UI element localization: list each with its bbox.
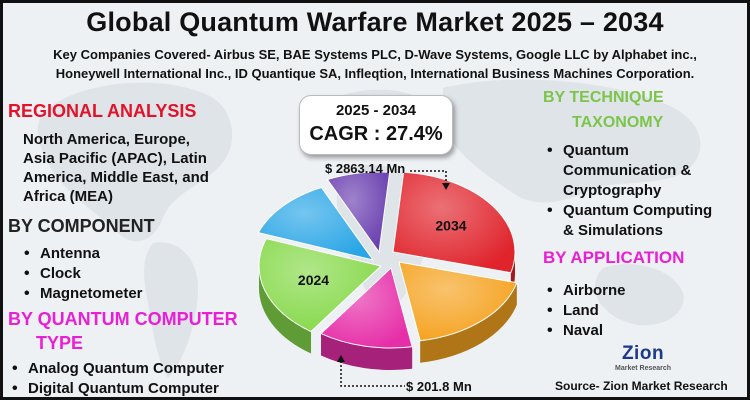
- pie-slice-highlight: [258, 187, 373, 260]
- technique-list: Quantum Communication & Cryptography Qua…: [543, 141, 743, 241]
- regional-analysis-text: North America, Europe, Asia Pacific (APA…: [23, 130, 209, 206]
- start-value-leader-line: [337, 355, 405, 387]
- application-list: Airborne Land Naval: [543, 281, 626, 341]
- zion-logo: Zion Market Research: [615, 343, 671, 372]
- by-quantum-computer-heading: BY QUANTUM COMPUTER: [8, 309, 238, 329]
- source-note: Source- Zion Market Research: [555, 379, 728, 393]
- by-quantum-computer-heading-line2: TYPE: [36, 333, 84, 353]
- end-value-label: $ 2863.14 Mn: [325, 161, 406, 176]
- component-list: Antenna Clock Magnetometer: [20, 244, 143, 304]
- cagr-years: 2025 - 2034: [335, 102, 417, 119]
- list-item: Quantum Computing & Simulations: [543, 201, 743, 241]
- zion-logo-subtext: Market Research: [615, 365, 672, 372]
- technique-item-1-line1: Quantum: [563, 142, 629, 159]
- pie-slice-side: [420, 282, 517, 363]
- technique-item-1-line2: Communication &: [563, 162, 692, 179]
- pie-slice-highlight: [399, 262, 517, 341]
- pie-slice-label: 2024: [298, 272, 329, 288]
- start-value-label: $ 201.8 Mn: [406, 379, 472, 394]
- end-value-leader-line: [410, 170, 450, 190]
- list-item: Clock: [20, 264, 143, 284]
- by-technique-heading-line2: TAXONOMY: [572, 114, 664, 131]
- by-component-heading: BY COMPONENT: [8, 216, 155, 236]
- regional-line-1: North America, Europe,: [23, 131, 190, 148]
- pie-tops: [257, 171, 518, 349]
- pie-slice-highlight: [393, 172, 515, 273]
- pie-labels: 2034 2024: [298, 217, 467, 288]
- list-item: Analog Quantum Computer: [8, 359, 224, 379]
- list-item: Land: [543, 301, 626, 321]
- technique-item-2-line1: Quantum Computing: [563, 202, 713, 219]
- pie-slice-highlight: [259, 238, 381, 332]
- regional-line-4: Africa (MEA): [23, 188, 114, 205]
- zion-logo-text: Zion: [621, 343, 665, 364]
- technique-item-1-line3: Cryptography: [563, 182, 662, 199]
- list-item: Digital Quantum Computer: [8, 379, 224, 397]
- cagr-box: 2025 - 2034 CAGR : 27.4%: [299, 95, 453, 155]
- pie-slice-highlight: [327, 172, 390, 252]
- pie-slice-label: 2034: [435, 217, 466, 233]
- chart-title: Global Quantum Warfare Market 2025 – 203…: [86, 7, 664, 37]
- by-application-heading: BY APPLICATION: [543, 248, 685, 267]
- regional-line-3: America, Middle East, and: [23, 169, 209, 186]
- regional-analysis-heading: REGIONAL ANALYSIS: [8, 101, 197, 121]
- key-companies: Key Companies Covered- Airbus SE, BAE Sy…: [13, 45, 737, 83]
- list-item: Naval: [543, 321, 626, 341]
- pie-chart: 2034 2024: [257, 171, 518, 370]
- cagr-value: CAGR : 27.4%: [309, 123, 443, 145]
- list-item: Quantum Communication & Cryptography: [543, 141, 743, 201]
- key-companies-line1: Key Companies Covered- Airbus SE, BAE Sy…: [53, 47, 697, 62]
- by-technique-heading: BY TECHNIQUE: [543, 89, 664, 106]
- key-companies-line2: Honeywell International Inc., ID Quantiq…: [55, 66, 695, 81]
- pie-slice-side: [259, 266, 312, 354]
- list-item: Magnetometer: [20, 284, 143, 304]
- technique-item-2-line2: & Simulations: [563, 222, 664, 239]
- list-item: Antenna: [20, 244, 143, 264]
- list-item: Airborne: [543, 281, 626, 301]
- regional-line-2: Asia Pacific (APAC), Latin: [23, 150, 207, 167]
- pie-slice-highlight: [321, 268, 413, 348]
- quantum-computer-list: Analog Quantum Computer Digital Quantum …: [8, 359, 224, 397]
